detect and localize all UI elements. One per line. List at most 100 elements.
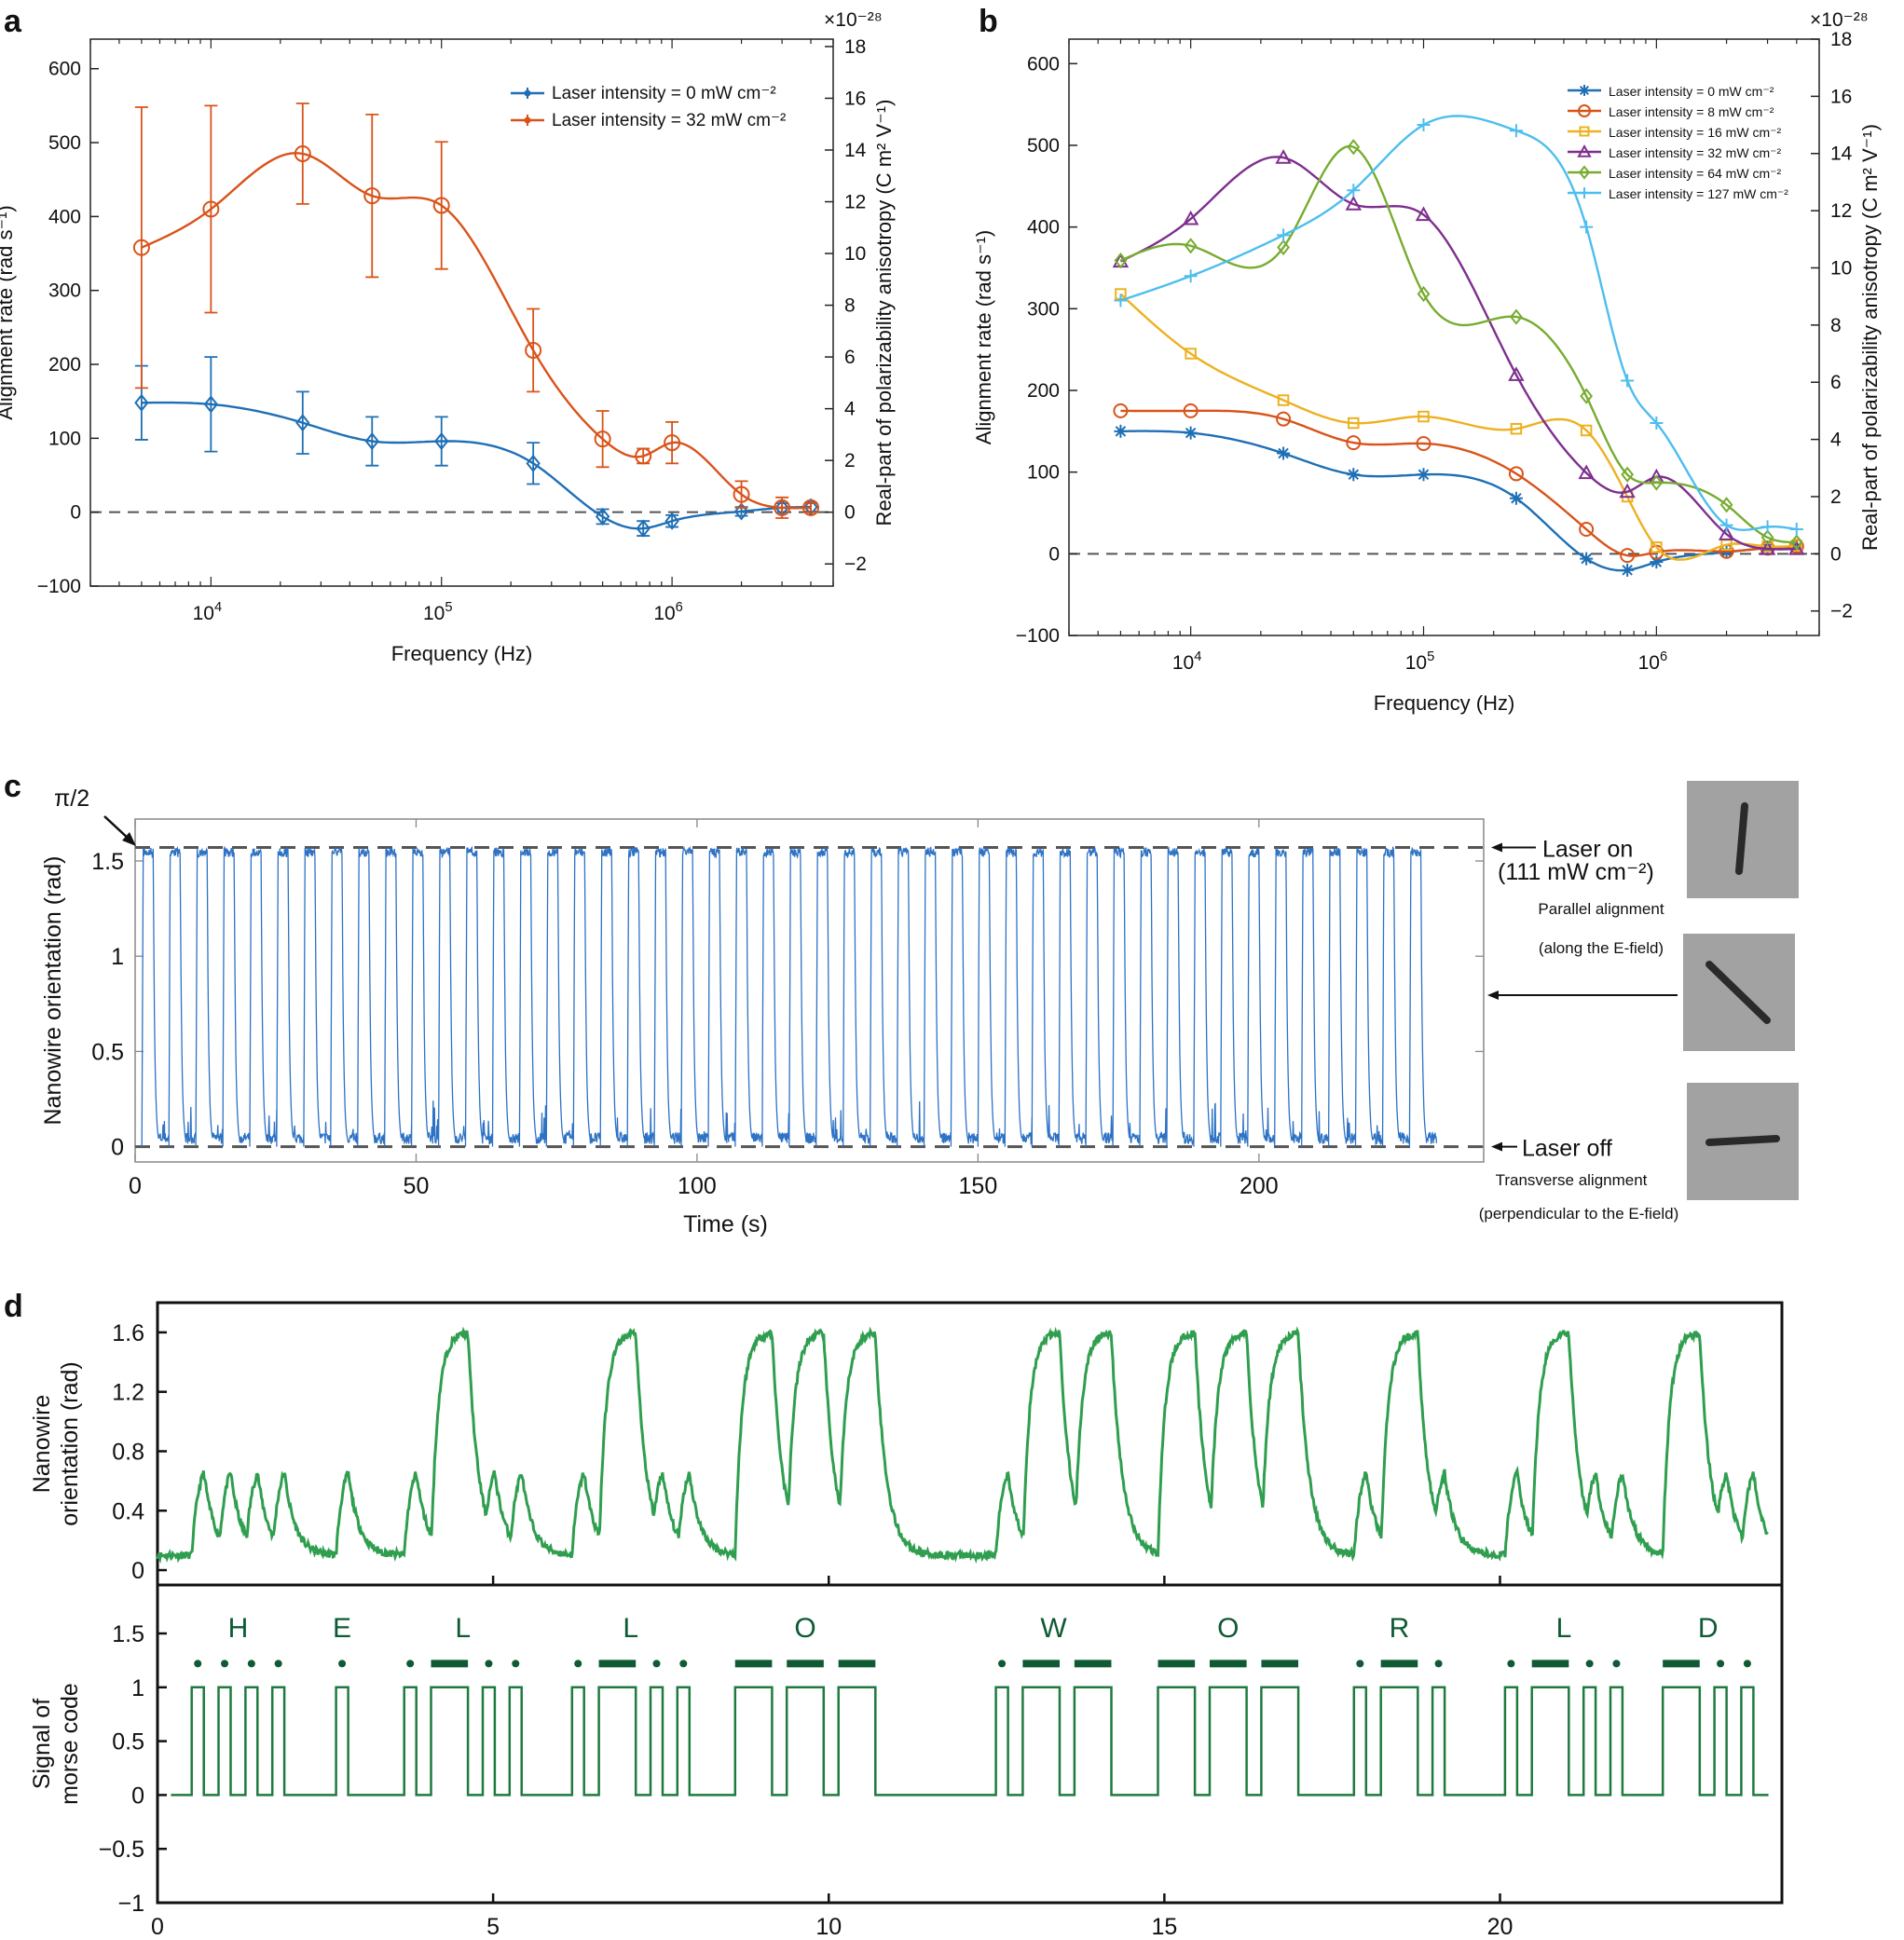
y-right-tick-label: 2 [844, 450, 856, 471]
y-right-tick-label: 16 [1830, 86, 1852, 107]
y-tick-label: 600 [48, 59, 81, 80]
error-bar [365, 114, 379, 279]
morse-dot [274, 1660, 282, 1668]
morse-letter-7: R [1390, 1613, 1410, 1644]
data-point [1184, 426, 1198, 440]
legend-marker [1579, 85, 1590, 96]
legend-marker [1579, 126, 1590, 137]
x-axis-label: Time (s) [683, 1211, 768, 1237]
y-right-tick-label: 6 [1830, 372, 1842, 393]
data-point [363, 187, 381, 205]
y-right-tick-label: 0 [844, 502, 856, 524]
data-point [1650, 474, 1664, 491]
y-tick-label: 500 [1027, 135, 1060, 157]
data-point [1276, 411, 1292, 427]
y-tick-label: −100 [1016, 625, 1060, 647]
data-point [635, 447, 652, 465]
y-right-tick-label: 4 [1830, 430, 1842, 451]
y-right-axis-label: Real-part of polarizability anisotropy (… [872, 100, 896, 526]
morse-signal-trace [171, 1686, 1769, 1797]
data-point [1760, 529, 1774, 546]
error-bar [204, 104, 218, 314]
morse-dash [1209, 1660, 1247, 1668]
y-right-tick-label: −2 [1830, 601, 1853, 622]
legend-entry: Laser intensity = 32 mW cm⁻² [552, 111, 786, 130]
morse-dot [574, 1660, 582, 1668]
morse-dot [406, 1660, 415, 1668]
plot-frame [134, 818, 1485, 1163]
legend-entry: Laser intensity = 8 mW cm⁻² [1609, 104, 1774, 119]
data-point [1417, 118, 1431, 132]
series-line-3 [1119, 156, 1797, 551]
laser-off-arrowhead [1491, 1141, 1502, 1152]
error-bar [295, 102, 309, 205]
data-point [1580, 424, 1593, 437]
transverse-alignment-label: Transverse alignment [1496, 1171, 1648, 1189]
data-point [1651, 541, 1663, 553]
morse-dot [512, 1660, 520, 1668]
y-tick-label: 200 [1027, 380, 1060, 402]
x-tick-label: 150 [959, 1173, 998, 1199]
y-right-tick-label: 8 [844, 295, 856, 317]
x-tick-label: 0 [151, 1914, 164, 1940]
y-tick-label: 500 [48, 132, 81, 154]
data-point [525, 341, 542, 359]
laser-on-label: Laser on [1542, 837, 1633, 863]
y-tick-label: 400 [48, 206, 81, 227]
morse-letter-1: E [333, 1613, 351, 1644]
data-point [1345, 196, 1362, 211]
data-point [132, 239, 150, 256]
legend-entry: Laser intensity = 0 mW cm⁻² [1609, 84, 1774, 99]
y-tick-label: 0 [131, 1558, 144, 1584]
y-axis-label-line2: orientation (rad) [57, 1361, 83, 1525]
chart-c: 0 0.5 1 1.5 0 50 100 150 200 Time (s) Nanowire ori… [40, 786, 1678, 1237]
data-point [774, 499, 791, 516]
data-point [134, 393, 149, 412]
pi-half-label: π/2 [54, 786, 89, 812]
data-point [1184, 269, 1198, 283]
y-tick-label: 1.2 [112, 1380, 144, 1406]
legend-entry: Laser intensity = 32 mW cm⁻² [1609, 145, 1782, 160]
x-tick-label: 0 [129, 1173, 142, 1199]
chart-a: −100 0 100 200 300 400 500 600 −2 0 2 4 6 8 10 12 14 16 18… [0, 9, 896, 665]
data-point [294, 144, 311, 162]
legend-marker [524, 116, 531, 124]
error-bar [527, 442, 541, 485]
y-tick-label: 100 [48, 428, 81, 449]
y-right-tick-label: 2 [1830, 486, 1842, 508]
data-point [1277, 228, 1291, 242]
y-right-tick-label: 0 [1830, 543, 1842, 565]
series-line-4 [1119, 144, 1797, 544]
x-tick-label: 20 [1487, 1914, 1514, 1940]
y-axis-label-line1: Signal of [29, 1699, 55, 1789]
morse-dash [1663, 1660, 1700, 1668]
error-bar [434, 141, 448, 270]
y-axis-label-line2: morse code [57, 1683, 83, 1805]
error-bar [295, 390, 309, 455]
morse-dash [838, 1660, 876, 1668]
y-right-tick-label: 10 [844, 243, 866, 265]
panel-label-d: d [4, 1289, 23, 1324]
x-tick-label: 10 [815, 1914, 842, 1940]
morse-letter-2: L [455, 1613, 471, 1644]
y-tick-label: 0 [131, 1783, 144, 1809]
nanowire-shape [1705, 1135, 1780, 1146]
orientation-trace [141, 845, 1438, 1147]
y-axis-label: Nanowire orientation (rad) [40, 855, 66, 1125]
data-point [1185, 348, 1197, 360]
y-right-tick-label: 12 [1830, 200, 1852, 222]
y-right-tick-label: 18 [844, 36, 866, 58]
morse-dot [221, 1660, 229, 1668]
data-point [1718, 526, 1735, 540]
morse-dot [247, 1660, 255, 1668]
data-point [1114, 294, 1128, 307]
legend-entry: Laser intensity = 64 mW cm⁻² [1609, 166, 1782, 181]
data-point [295, 414, 310, 432]
y-right-tick-label: 14 [1830, 143, 1853, 165]
data-point [1113, 403, 1129, 418]
data-point [1789, 534, 1803, 551]
data-point [364, 431, 379, 451]
series-line-1 [141, 152, 812, 510]
data-point [1416, 435, 1431, 451]
plot-frame [89, 38, 834, 587]
